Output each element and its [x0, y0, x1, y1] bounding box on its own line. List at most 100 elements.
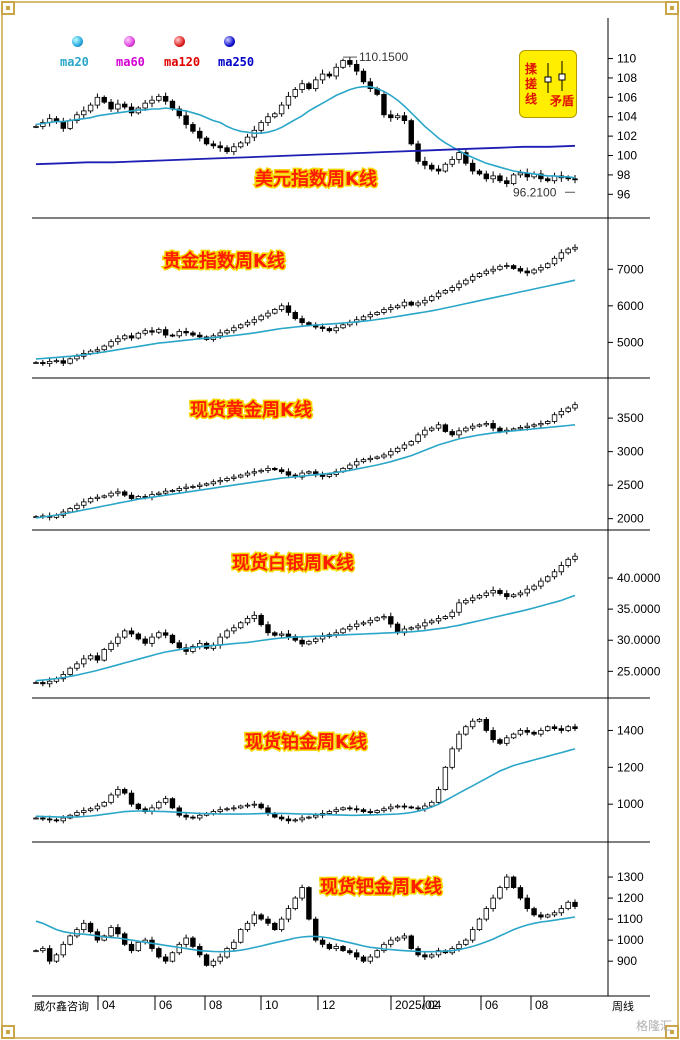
ma250-line	[35, 144, 576, 166]
candle-3-15	[135, 632, 142, 641]
ytick-label-5-0: 1300	[617, 870, 644, 884]
candle-4-3	[53, 817, 60, 823]
candle-1-58	[429, 294, 435, 303]
candle-5-57	[422, 951, 428, 961]
candle-1-72	[524, 267, 530, 277]
candle-0-25	[203, 136, 210, 146]
candle-4-9	[94, 803, 101, 812]
candle-1-53	[394, 303, 401, 310]
candle-2-76	[551, 412, 558, 424]
candle-0-36	[278, 101, 285, 117]
candle-3-69	[504, 590, 510, 600]
candle-3-47	[353, 620, 360, 631]
candle-0-16	[142, 99, 148, 111]
candle-3-73	[531, 583, 537, 592]
candle-2-62	[456, 427, 462, 438]
candle-0-41	[313, 76, 319, 92]
candle-5-44	[333, 943, 339, 952]
candle-1-28	[224, 328, 230, 335]
candle-1-78	[565, 247, 571, 255]
candle-5-50	[374, 949, 380, 959]
candle-4-38	[292, 817, 298, 823]
candle-1-10	[101, 344, 107, 352]
candle-1-5	[67, 357, 73, 365]
candle-0-48	[360, 68, 367, 85]
candle-0-61	[449, 156, 455, 168]
candle-3-1	[40, 679, 46, 687]
candle-0-57	[422, 156, 428, 170]
candle-2-25	[203, 482, 210, 487]
candle-4-11	[108, 792, 114, 805]
candle-0-45	[340, 58, 346, 70]
candle-3-56	[415, 623, 421, 631]
candle-1-39	[299, 315, 305, 326]
candle-1-30	[237, 323, 244, 330]
candle-3-34	[265, 621, 271, 636]
candle-1-64	[469, 273, 476, 283]
candle-0-27	[217, 141, 223, 152]
ytick-label-0-3: 104	[617, 110, 637, 124]
candle-3-6	[74, 661, 80, 671]
candle-2-50	[374, 455, 380, 460]
candle-5-39	[299, 884, 305, 901]
candle-3-63	[463, 598, 469, 605]
candle-2-13	[121, 489, 128, 497]
annot-high: 110.1500	[359, 50, 408, 64]
candle-4-40	[306, 815, 312, 820]
candle-5-54	[401, 933, 408, 941]
candle-5-64	[469, 926, 476, 943]
candle-4-27	[217, 806, 223, 815]
panel-1: 7000 6000 5000 贵金指数周K线	[33, 244, 644, 367]
ytick-label-1-0: 7000	[617, 262, 644, 276]
ma-line-1	[35, 279, 576, 360]
candle-5-75	[545, 913, 551, 919]
candle-3-60	[442, 614, 449, 620]
candle-2-67	[490, 419, 496, 432]
candle-4-56	[415, 805, 421, 811]
candle-4-75	[545, 725, 551, 732]
candle-0-12	[115, 99, 121, 114]
candle-5-72	[524, 894, 530, 912]
candle-2-9	[94, 494, 101, 502]
ytick-label-3-0: 40.0000	[617, 571, 661, 585]
candle-5-49	[367, 954, 374, 964]
candle-0-55	[408, 118, 414, 146]
candle-3-14	[128, 627, 135, 638]
candle-2-21	[176, 486, 182, 493]
candle-3-36	[278, 631, 285, 638]
candle-0-43	[326, 71, 333, 79]
candle-3-75	[545, 575, 551, 583]
ytick-label-5-1: 1200	[617, 891, 644, 905]
candle-3-11	[108, 640, 114, 653]
candle-2-37	[285, 468, 292, 479]
candle-1-43	[326, 326, 333, 333]
panel-0: 110 108 106 104 102 100 98 96 美元指数周K线 110.1500 96.…	[33, 50, 637, 201]
xtick-label-7: 06	[485, 998, 499, 1012]
candle-5-18	[156, 946, 162, 959]
ma-line-3	[35, 594, 576, 682]
candle-2-31	[244, 470, 251, 478]
candle-1-51	[381, 306, 387, 315]
xtick-label-5: 2025/02	[395, 998, 439, 1012]
ytick-label-1-2: 5000	[617, 335, 644, 349]
xtick-label-4: 12	[322, 998, 336, 1012]
candle-4-30	[237, 804, 244, 810]
legend-label-ma60: ma60	[116, 55, 145, 69]
candle-3-50	[374, 616, 380, 622]
candle-0-11	[108, 98, 114, 112]
candle-1-56	[415, 300, 421, 308]
candle-4-52	[388, 803, 394, 812]
candle-3-70	[510, 593, 517, 599]
candle-1-0	[33, 360, 39, 364]
candle-4-15	[135, 802, 142, 811]
candle-5-20	[169, 951, 176, 963]
candle-0-65	[476, 169, 483, 176]
xtick-label-3: 10	[265, 998, 279, 1012]
panel-5: 1300 1200 1100 1000 900 现货钯金周K线	[33, 870, 644, 968]
candle-0-74	[538, 170, 544, 183]
candle-4-37	[285, 815, 292, 824]
candle-2-22	[183, 483, 189, 492]
candle-4-54	[401, 803, 408, 810]
candle-3-7	[81, 654, 87, 668]
candle-3-32	[251, 611, 258, 622]
